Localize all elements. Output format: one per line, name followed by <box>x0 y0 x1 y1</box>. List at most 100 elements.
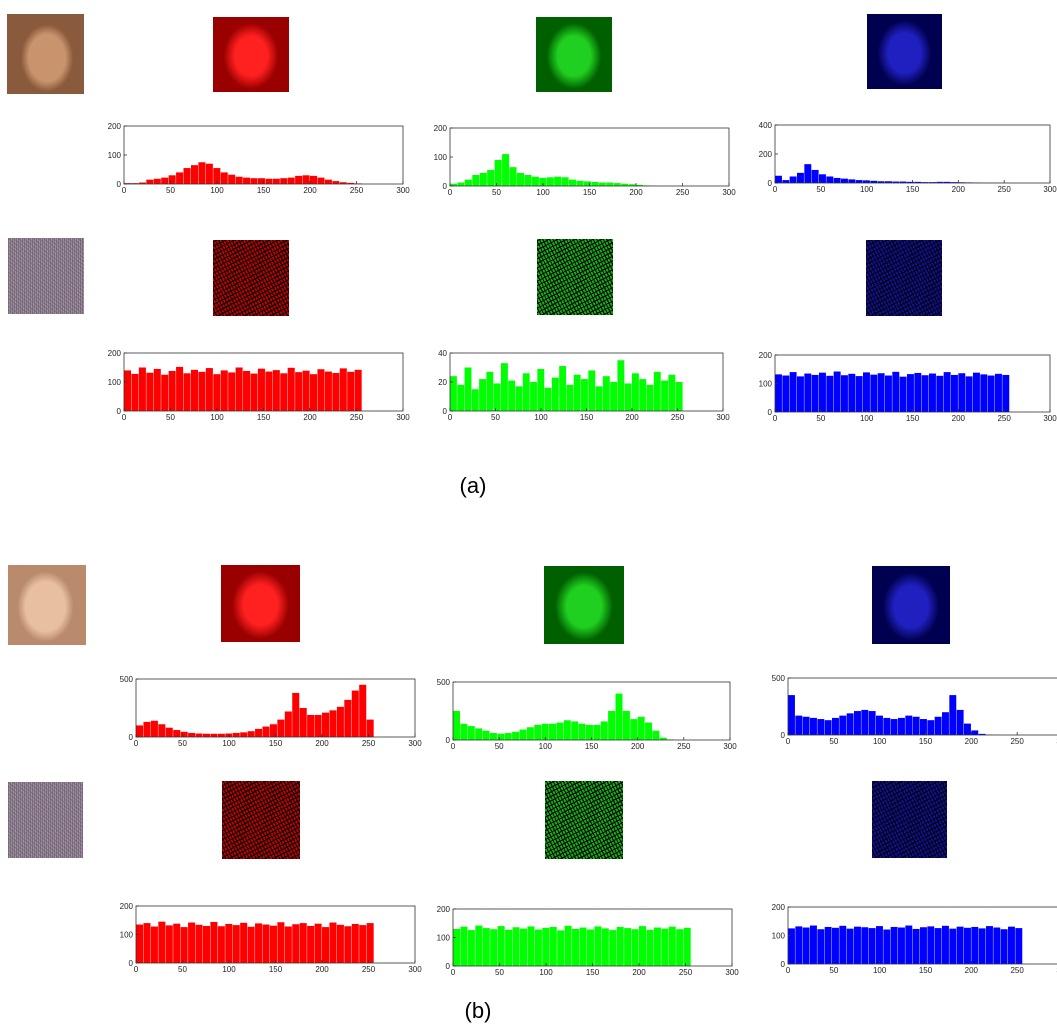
bar <box>486 372 493 411</box>
bar <box>973 373 980 412</box>
x-tick-label: 50 <box>816 414 825 423</box>
y-tick-label: 200 <box>108 122 122 131</box>
bar <box>804 164 811 183</box>
bar <box>609 930 616 966</box>
bar <box>225 924 232 963</box>
bar <box>782 180 789 183</box>
bar <box>315 715 322 737</box>
bar <box>468 930 475 966</box>
bar <box>329 923 336 963</box>
y-tick-label: 200 <box>437 905 451 914</box>
y-tick-label: 200 <box>759 150 773 159</box>
x-tick-label: 200 <box>965 966 979 975</box>
x-tick-label: 200 <box>315 965 329 974</box>
bar <box>508 381 515 411</box>
bar <box>790 176 797 183</box>
y-tick-label: 0 <box>768 179 773 188</box>
bar <box>450 376 457 411</box>
y-tick-label: 100 <box>437 934 451 943</box>
bar <box>616 694 623 740</box>
bar <box>262 925 269 963</box>
y-tick-label: 100 <box>759 380 773 389</box>
bar <box>258 369 265 411</box>
bar <box>832 718 839 735</box>
bar <box>184 373 191 411</box>
bar <box>979 928 986 964</box>
x-tick-label: 150 <box>919 737 933 746</box>
bar <box>151 721 158 737</box>
bar <box>565 926 572 966</box>
x-tick-label: 300 <box>1043 185 1057 194</box>
bar <box>355 370 362 411</box>
bar <box>344 926 351 963</box>
bar <box>935 928 942 964</box>
bar <box>646 930 653 966</box>
bar <box>146 373 153 411</box>
bar <box>775 176 782 183</box>
bar <box>557 930 564 966</box>
x-tick-label: 0 <box>448 188 453 197</box>
bar <box>942 712 949 735</box>
bar <box>625 383 632 411</box>
bar <box>173 730 180 737</box>
bar <box>453 929 460 966</box>
bar <box>913 717 920 735</box>
bar <box>483 928 490 966</box>
bar <box>198 162 205 184</box>
bar <box>1001 929 1008 964</box>
bar <box>878 373 885 412</box>
bar <box>285 711 292 737</box>
bar <box>295 176 302 184</box>
bar <box>797 173 804 183</box>
bar <box>951 375 958 412</box>
bar <box>1002 375 1009 412</box>
bar <box>795 926 802 964</box>
bar <box>524 175 531 186</box>
bar <box>248 927 255 963</box>
x-tick-label: 100 <box>873 966 887 975</box>
bar <box>804 374 811 412</box>
bar <box>788 928 795 964</box>
bar <box>810 926 817 964</box>
bar <box>265 372 272 411</box>
x-tick-label: 300 <box>408 739 422 748</box>
bar <box>676 929 683 966</box>
bar <box>810 718 817 735</box>
bar <box>876 926 883 964</box>
bar <box>151 927 158 963</box>
x-tick-label: 250 <box>671 413 685 422</box>
bar <box>927 926 934 964</box>
bar <box>295 372 302 411</box>
y-tick-label: 0 <box>129 959 134 968</box>
bar <box>495 160 502 186</box>
bar <box>236 368 243 412</box>
bar <box>817 929 824 964</box>
bar <box>191 370 198 411</box>
y-tick-label: 100 <box>108 151 122 160</box>
x-tick-label: 100 <box>539 742 553 751</box>
y-tick-label: 0 <box>781 731 786 740</box>
bar <box>161 178 168 184</box>
bar <box>465 180 472 186</box>
bar <box>502 154 509 186</box>
bar <box>645 723 652 740</box>
y-tick-label: 0 <box>446 736 451 745</box>
bar <box>571 721 578 740</box>
x-tick-label: 100 <box>222 739 236 748</box>
bar <box>527 926 534 966</box>
bar <box>601 721 608 740</box>
y-tick-label: 0 <box>129 733 134 742</box>
x-tick-label: 100 <box>873 737 887 746</box>
bar <box>647 385 654 411</box>
bar <box>608 711 615 740</box>
bar <box>839 716 846 735</box>
bar <box>146 180 153 184</box>
y-tick-label: 0 <box>117 180 122 189</box>
x-tick-label: 300 <box>716 413 730 422</box>
bar <box>579 928 586 966</box>
bar <box>957 927 964 964</box>
x-tick-label: 100 <box>210 186 224 195</box>
bar <box>668 375 675 411</box>
x-tick-label: 0 <box>448 413 453 422</box>
bar <box>198 372 205 411</box>
